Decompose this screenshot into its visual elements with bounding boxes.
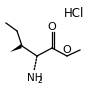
- Text: 2: 2: [38, 76, 42, 85]
- Text: HCl: HCl: [64, 6, 84, 19]
- Text: NH: NH: [27, 73, 43, 83]
- Text: O: O: [48, 22, 56, 32]
- Text: O: O: [63, 45, 71, 55]
- Polygon shape: [10, 44, 21, 52]
